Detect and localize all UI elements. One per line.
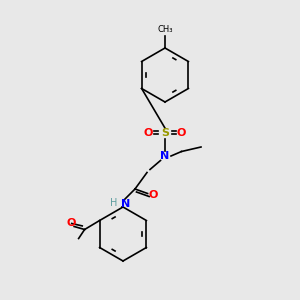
Text: N: N (122, 199, 131, 209)
Text: N: N (160, 151, 169, 161)
Text: O: O (148, 190, 158, 200)
Text: S: S (161, 128, 169, 139)
Text: CH₃: CH₃ (157, 26, 173, 34)
Text: O: O (177, 128, 186, 139)
Text: O: O (144, 128, 153, 139)
Text: H: H (110, 197, 117, 208)
Text: O: O (66, 218, 76, 229)
